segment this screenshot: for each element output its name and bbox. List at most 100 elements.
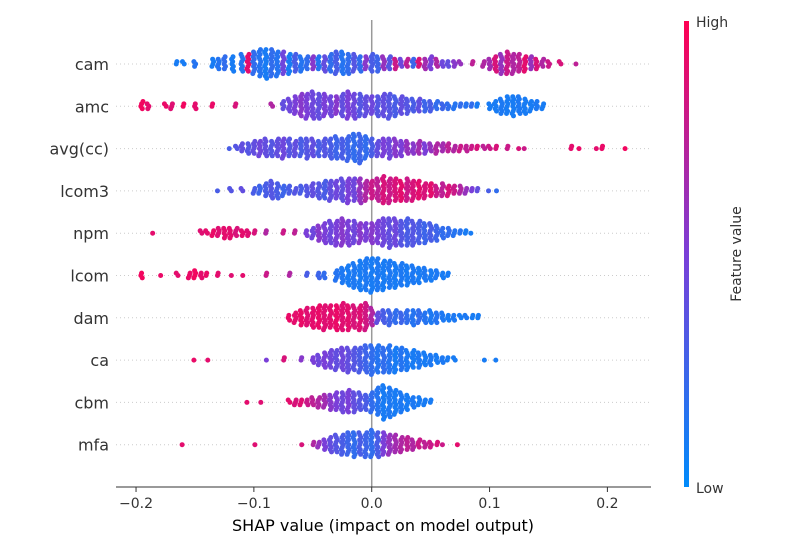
shap-point	[387, 258, 393, 264]
shap-point	[351, 198, 357, 203]
shap-point	[363, 54, 369, 60]
shap-point	[435, 99, 441, 104]
shap-point	[305, 402, 311, 408]
shap-point	[274, 181, 280, 187]
shap-point	[244, 399, 250, 405]
shap-point	[351, 91, 357, 97]
shap-point	[440, 270, 446, 276]
shap-point	[339, 451, 345, 457]
shap-point	[386, 216, 392, 222]
shap-point	[222, 54, 228, 60]
shap-point	[528, 66, 534, 72]
shap-point	[339, 265, 345, 271]
shap-point	[346, 176, 352, 182]
shap-point	[522, 96, 528, 102]
shap-point	[515, 94, 521, 100]
shap-point	[427, 352, 433, 358]
shap-point	[380, 287, 386, 293]
shap-point	[291, 320, 297, 326]
shap-point	[209, 63, 215, 69]
shap-point	[498, 71, 504, 77]
shap-point	[346, 387, 352, 393]
shap-point	[380, 345, 386, 351]
shap-point	[321, 270, 327, 276]
shap-point	[179, 442, 185, 448]
shap-point	[358, 303, 364, 309]
shap-point	[428, 277, 434, 283]
shap-point	[238, 186, 244, 191]
shap-point	[304, 305, 310, 311]
shap-point	[445, 233, 451, 239]
shap-point	[187, 270, 193, 276]
shap-point	[363, 221, 369, 227]
shap-point	[440, 360, 446, 365]
shap-point	[234, 233, 240, 239]
shap-point	[291, 153, 297, 159]
shap-point	[380, 136, 386, 142]
shap-point	[427, 141, 433, 147]
shap-point	[205, 357, 211, 363]
shap-point	[387, 432, 393, 438]
feature-swarm-amc	[138, 89, 547, 121]
shap-point	[344, 200, 350, 206]
shap-point	[516, 146, 522, 152]
shap-point	[374, 176, 380, 182]
shap-point	[386, 369, 392, 375]
shap-point	[297, 190, 303, 196]
shap-point	[358, 345, 364, 351]
shap-point	[326, 218, 332, 224]
shap-point	[297, 402, 303, 408]
shap-point	[362, 392, 368, 398]
feature-label: dam	[73, 309, 109, 328]
shap-point	[311, 324, 316, 330]
shap-point	[517, 111, 523, 116]
shap-point	[293, 138, 299, 144]
shap-point	[556, 59, 562, 65]
x-tick-label: −0.1	[237, 496, 271, 512]
shap-point	[169, 101, 175, 107]
shap-point	[486, 143, 492, 149]
shap-point	[280, 71, 286, 77]
shap-point	[545, 63, 551, 69]
shap-point	[291, 190, 297, 196]
shap-point	[422, 150, 428, 156]
shap-point	[416, 178, 422, 184]
shap-point	[299, 355, 305, 361]
shap-point	[392, 198, 398, 203]
shap-point	[329, 51, 335, 57]
shap-point	[252, 186, 258, 191]
shap-point	[516, 51, 522, 57]
shap-point	[246, 51, 252, 57]
shap-point	[334, 348, 340, 353]
shap-point	[504, 49, 510, 55]
x-tick-label: 0.0	[361, 496, 383, 512]
shap-point	[339, 216, 345, 222]
shap-point	[203, 228, 209, 234]
shap-point	[368, 454, 374, 460]
shap-point	[421, 350, 427, 356]
shap-point	[233, 101, 239, 107]
feature-swarm-npm	[150, 216, 474, 251]
shap-point	[368, 427, 374, 433]
shap-point	[352, 345, 358, 351]
shap-point	[439, 442, 445, 448]
shap-point	[346, 263, 351, 269]
shap-point	[316, 324, 322, 330]
shap-point	[221, 235, 227, 241]
shap-point	[245, 233, 251, 239]
shap-point	[422, 108, 428, 114]
shap-point	[230, 54, 236, 60]
shap-point	[409, 96, 415, 102]
shap-point	[435, 360, 441, 365]
shap-point	[362, 327, 368, 333]
shap-point	[239, 148, 245, 154]
shap-point	[392, 66, 398, 72]
shap-point	[405, 216, 411, 222]
shap-point	[168, 106, 174, 112]
shap-point	[533, 56, 539, 62]
shap-point	[510, 113, 516, 119]
shap-point	[463, 101, 469, 107]
shap-point	[358, 287, 364, 293]
shap-point	[432, 275, 438, 281]
shap-point	[139, 270, 145, 276]
